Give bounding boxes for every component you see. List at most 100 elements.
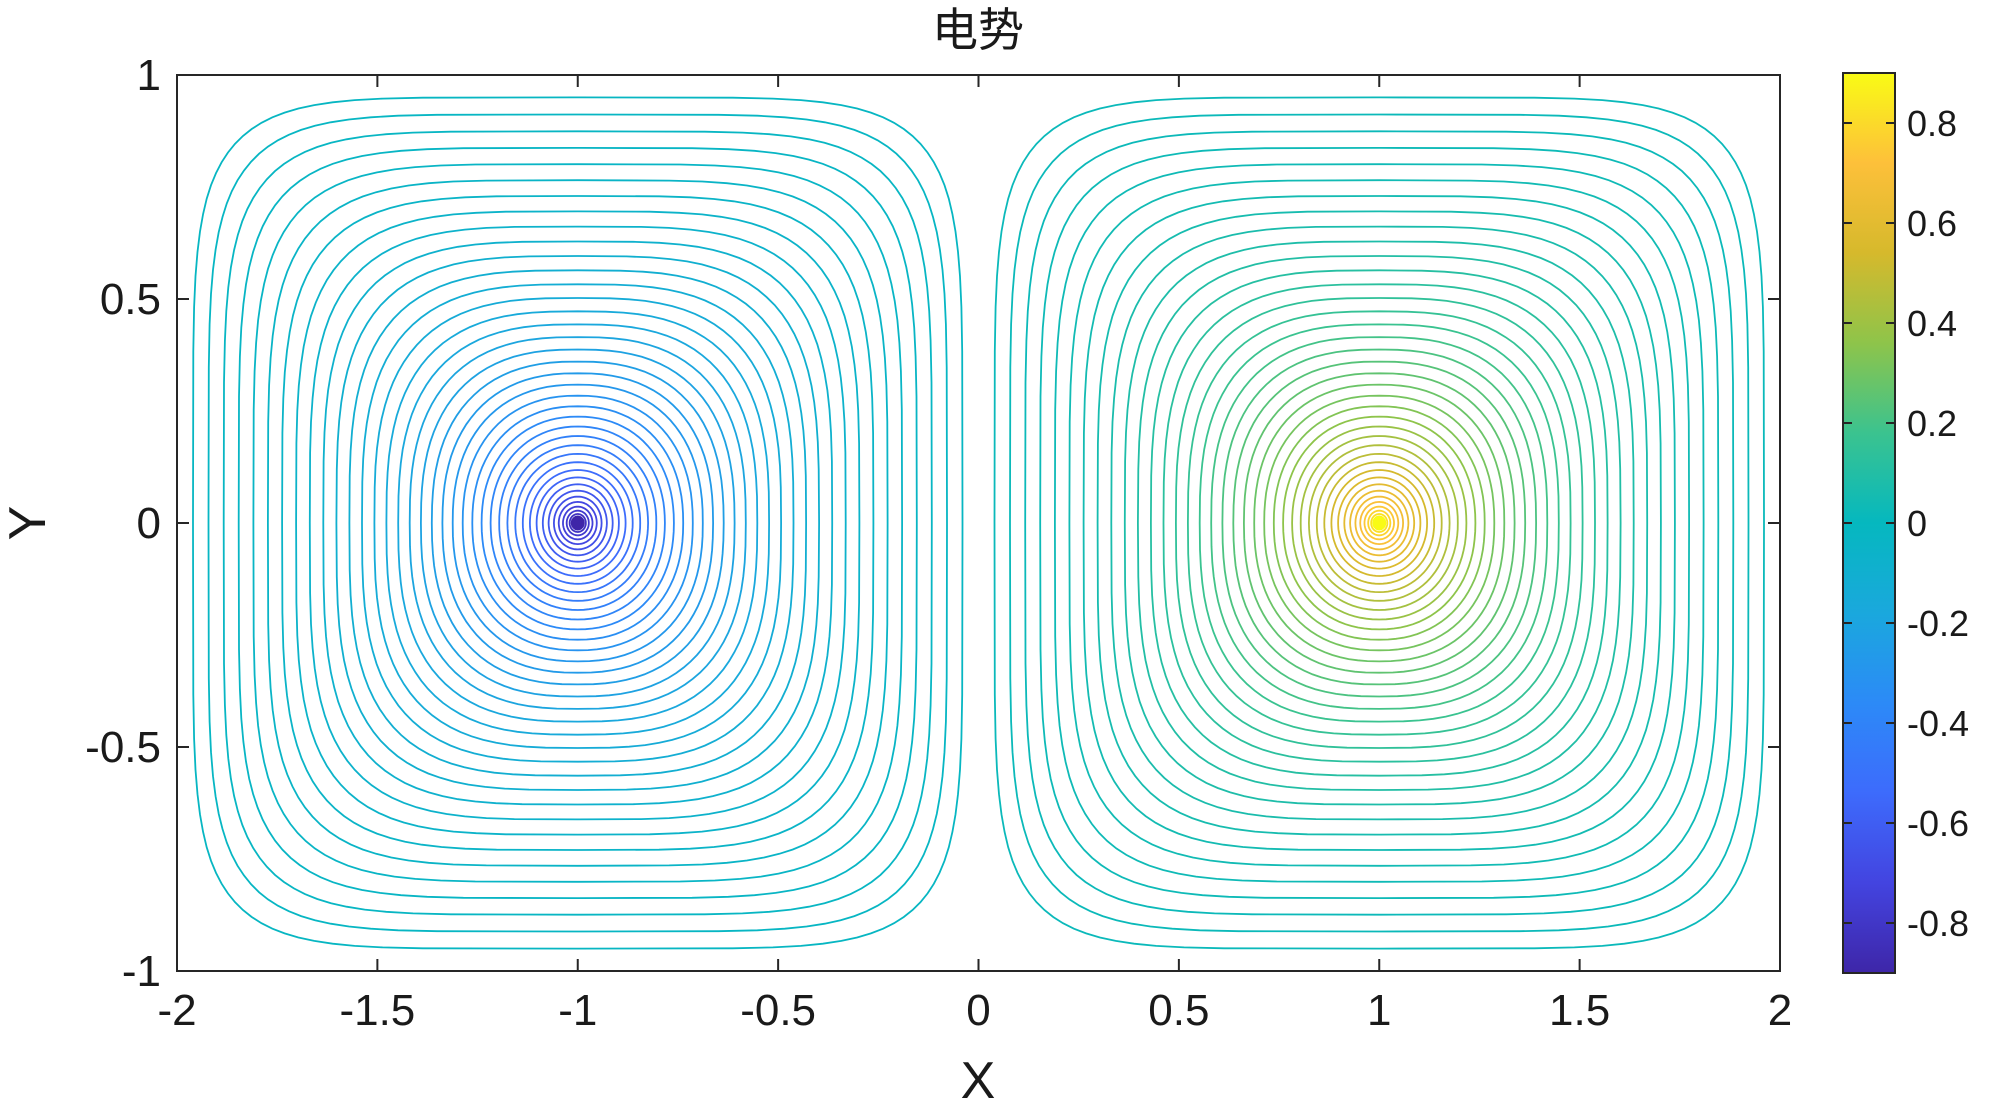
- positive-contour-line: [1149, 269, 1609, 777]
- negative-contour-line: [489, 425, 666, 621]
- positive-contour-line: [1232, 360, 1527, 686]
- y-tick-label: -1: [122, 947, 161, 996]
- negative-contour-line: [521, 461, 634, 585]
- colorbar-tick-label: -0.6: [1907, 803, 1969, 844]
- positive-contour-line: [1359, 500, 1400, 546]
- positive-contour-line: [1282, 415, 1477, 631]
- x-tick-label: -2: [157, 986, 196, 1035]
- positive-contour-line: [1299, 435, 1459, 611]
- negative-contour-line: [557, 500, 598, 546]
- negative-contour-line: [471, 405, 685, 641]
- negative-contour-line: [385, 310, 771, 736]
- colorbar-tick-label: 0.2: [1907, 403, 1957, 444]
- negative-contour-line: [461, 394, 694, 652]
- negative-contour-line: [308, 225, 847, 821]
- positive-contour-line: [1253, 383, 1506, 663]
- colorbar-tick-label: -0.8: [1907, 903, 1969, 944]
- positive-contour-line: [1039, 146, 1720, 900]
- positive-contour-line: [1354, 495, 1405, 551]
- positive-contour-line: [1198, 323, 1560, 723]
- colorbar-ticks: 0.8 0.6 0.4 0.2 0 -0.2 -0.4 -0.6 -0.8: [1843, 103, 1969, 944]
- colorbar-tick-label: -0.4: [1907, 703, 1969, 744]
- colorbar-tick-label: 0.4: [1907, 303, 1957, 344]
- x-tick-label: -1: [558, 986, 597, 1035]
- positive-contour-line: [1363, 505, 1395, 541]
- axis-ticks: -2 -1.5 -1 -0.5 0 0.5 1 1.5 2 1 0.5 0 -0.5 -1: [85, 51, 1792, 1035]
- colorbar-tick-label: 0.6: [1907, 203, 1957, 244]
- negative-contour-line: [480, 415, 675, 631]
- positive-contour-line: [1174, 297, 1584, 749]
- y-tick-label: 0.5: [100, 275, 161, 324]
- negative-contour-line: [266, 179, 889, 867]
- y-axis-label: Y: [0, 506, 57, 541]
- negative-contour-line: [419, 348, 736, 698]
- colorbar-tick-label: 0: [1907, 503, 1927, 544]
- negative-contour-line: [498, 435, 658, 611]
- positive-contour-line: [1123, 240, 1635, 806]
- positive-contour-line: [1053, 163, 1705, 883]
- positive-contour-line: [1349, 489, 1410, 557]
- negative-contour-line: [547, 489, 608, 557]
- negative-contour-line: [514, 452, 642, 594]
- positive-contour-line: [1210, 336, 1549, 710]
- x-tick-label: -0.5: [740, 986, 816, 1035]
- positive-contour-line: [1323, 461, 1436, 585]
- positive-contour-line: [1330, 469, 1429, 577]
- x-axis-label: X: [961, 1052, 996, 1105]
- negative-contour-line: [237, 146, 918, 900]
- positive-contour-line: [1370, 513, 1389, 533]
- plot-background: [177, 75, 1780, 971]
- chart-title: 电势: [932, 3, 1024, 57]
- positive-contour-line: [1136, 255, 1622, 791]
- negative-contour-line: [528, 469, 627, 577]
- positive-contour-line: [1263, 394, 1496, 652]
- negative-contour-line: [252, 163, 904, 883]
- positive-contour-line: [1162, 283, 1596, 763]
- positive-contour-line: [1307, 444, 1451, 602]
- negative-contour-line: [295, 210, 861, 836]
- x-tick-label: 0: [966, 986, 990, 1035]
- positive-contour-line: [1315, 452, 1443, 594]
- colorbar-tick-label: 0.8: [1907, 103, 1957, 144]
- positive-contour-line: [1082, 195, 1676, 851]
- negative-contour-line: [373, 297, 783, 749]
- x-tick-label: 1.5: [1549, 986, 1610, 1035]
- negative-contour-line: [430, 360, 725, 686]
- negative-contour-line: [552, 495, 603, 551]
- negative-contour-line: [322, 240, 834, 806]
- contour-lines: [192, 96, 1765, 950]
- negative-contour-line: [222, 130, 933, 916]
- x-tick-label: 1: [1367, 986, 1391, 1035]
- positive-contour-line: [1186, 310, 1572, 736]
- x-tick-label: -1.5: [339, 986, 415, 1035]
- y-tick-label: 0: [137, 499, 161, 548]
- positive-contour-line: [1337, 476, 1422, 570]
- negative-contour-line: [541, 483, 614, 563]
- positive-contour-line: [1024, 130, 1735, 916]
- positive-contour-line: [1009, 113, 1750, 933]
- positive-contour-line: [993, 96, 1765, 950]
- negative-contour-line: [361, 283, 795, 763]
- y-tick-label: 1: [137, 51, 161, 100]
- negative-contour-line: [451, 383, 704, 663]
- negative-charge-center: [570, 516, 585, 530]
- negative-contour-line: [506, 444, 650, 602]
- positive-contour-line: [1367, 509, 1392, 537]
- positive-contour-line: [1343, 483, 1416, 563]
- negative-contour-line: [348, 269, 808, 777]
- positive-charge-center: [1372, 516, 1387, 530]
- positive-contour-line: [1110, 225, 1649, 821]
- positive-contour-line: [1221, 348, 1538, 698]
- negative-contour-line: [335, 255, 821, 791]
- negative-contour-line: [535, 476, 620, 570]
- positive-contour-line: [1096, 210, 1662, 836]
- negative-contour-line: [397, 323, 759, 723]
- positive-contour-line: [1291, 425, 1468, 621]
- negative-contour-line: [562, 505, 594, 541]
- negative-contour-line: [192, 96, 964, 950]
- negative-contour-line: [408, 336, 747, 710]
- x-tick-label: 2: [1768, 986, 1792, 1035]
- negative-contour-line: [441, 372, 715, 674]
- colorbar-tick-label: -0.2: [1907, 603, 1969, 644]
